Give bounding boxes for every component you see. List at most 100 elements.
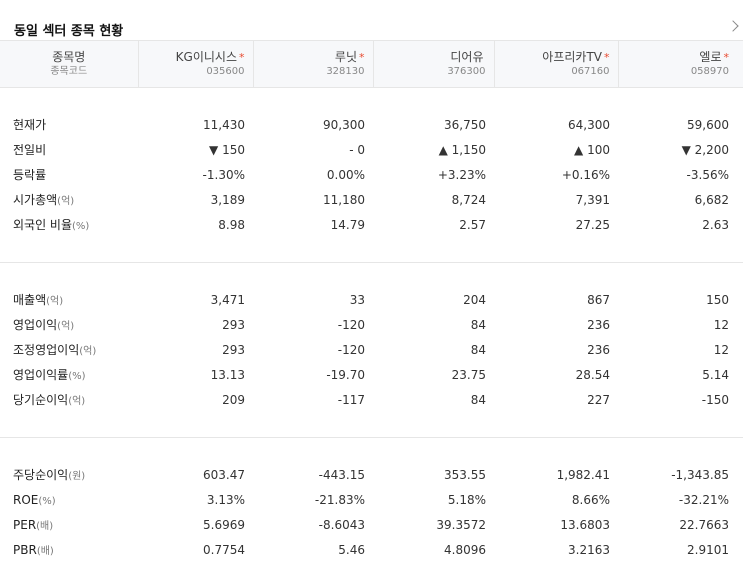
change-rate-value: +3.23% xyxy=(437,167,486,182)
row-value: 39.3572 xyxy=(436,517,486,532)
row-value: 3.2163 xyxy=(568,542,610,557)
header-name-label: 종목명 xyxy=(52,49,86,64)
change-value: ▲ 100 xyxy=(574,142,610,157)
row-value: 4.8096 xyxy=(444,542,486,557)
company-name[interactable]: KG이니시스 xyxy=(175,49,237,64)
row-label: 등락률 xyxy=(13,168,47,182)
row-value: 2.63 xyxy=(702,217,729,232)
company-name[interactable]: 엘로 xyxy=(699,49,722,64)
table-row: PER(배) 5.6969 -8.6043 39.3572 13.6803 22… xyxy=(0,512,743,537)
row-value: -1,343.85 xyxy=(671,467,729,482)
header-code-label: 종목코드 xyxy=(50,65,88,77)
row-label: 당기순이익(억) xyxy=(13,393,86,407)
row-value: 12 xyxy=(713,342,729,357)
row-value: -21.83% xyxy=(314,492,365,507)
row-value: 5.46 xyxy=(338,542,365,557)
table-row: 당기순이익(억) 209 -117 84 227 -150 xyxy=(0,387,743,412)
row-value: 64,300 xyxy=(568,117,610,132)
company-name[interactable]: 루닛 xyxy=(334,49,357,64)
row-value: 150 xyxy=(706,292,729,307)
company-header-4[interactable]: 엘로 * 058970 xyxy=(617,41,743,88)
row-label: 영업이익(억) xyxy=(13,318,75,332)
row-value: 28.54 xyxy=(575,367,610,382)
change-value: ▲ 1,150 xyxy=(438,142,486,157)
row-value: 84 xyxy=(470,392,486,407)
row-value: 5.6969 xyxy=(203,517,245,532)
table-row: 시가총액(억) 3,189 11,180 8,724 7,391 6,682 xyxy=(0,187,743,212)
company-name[interactable]: 디어유 xyxy=(450,49,484,64)
star-icon: * xyxy=(359,50,365,64)
company-name[interactable]: 아프리카TV xyxy=(542,49,602,64)
star-icon: * xyxy=(604,50,610,64)
row-value: 867 xyxy=(587,292,610,307)
table-row: 등락률 -1.30% 0.00% +3.23% +0.16% -3.56% xyxy=(0,162,743,187)
row-label: PER(배) xyxy=(13,518,54,532)
row-value: 236 xyxy=(587,342,610,357)
row-value: -117 xyxy=(337,392,365,407)
price-section: 현재가 11,430 90,300 36,750 64,300 59,600 전… xyxy=(0,87,743,262)
table-row: ROE(%) 3.13% -21.83% 5.18% 8.66% -32.21% xyxy=(0,487,743,512)
change-rate-value: +0.16% xyxy=(561,167,610,182)
star-icon: * xyxy=(239,50,245,64)
row-value: -150 xyxy=(701,392,729,407)
row-value: 236 xyxy=(587,317,610,332)
row-value: 1,982.41 xyxy=(556,467,610,482)
row-value: 227 xyxy=(587,392,610,407)
row-value: 13.13 xyxy=(210,367,245,382)
row-value: 6,682 xyxy=(694,192,729,207)
row-value: 84 xyxy=(470,317,486,332)
row-value: 3,189 xyxy=(210,192,245,207)
row-label: 조정영업이익(억) xyxy=(13,343,97,357)
company-code: 058970 xyxy=(690,65,729,77)
row-value: 603.47 xyxy=(203,467,245,482)
company-code: 067160 xyxy=(571,65,610,77)
row-value: 90,300 xyxy=(323,117,365,132)
row-value: 5.14 xyxy=(702,367,729,382)
row-value: -120 xyxy=(337,317,365,332)
change-value: ▼ 150 xyxy=(209,142,245,157)
row-value: 8.66% xyxy=(571,492,610,507)
row-value: 5.18% xyxy=(447,492,486,507)
table-row: PBR(배) 0.7754 5.46 4.8096 3.2163 2.9101 xyxy=(0,537,743,562)
row-label: PBR(배) xyxy=(13,543,54,557)
row-value: 209 xyxy=(222,392,245,407)
row-value: 293 xyxy=(222,317,245,332)
row-value: 36,750 xyxy=(444,117,486,132)
row-value: 3,471 xyxy=(210,292,245,307)
table-row: 현재가 11,430 90,300 36,750 64,300 59,600 xyxy=(0,112,743,137)
row-label: ROE(%) xyxy=(13,492,56,507)
row-value: 2.9101 xyxy=(687,542,729,557)
row-value: -8.6043 xyxy=(318,517,365,532)
company-header-1[interactable]: 루닛 * 328130 xyxy=(252,41,373,88)
row-label: 영업이익률(%) xyxy=(13,368,86,382)
table-row: 매출액(억) 3,471 33 204 867 150 xyxy=(0,287,743,312)
chevron-right-icon[interactable] xyxy=(727,20,739,32)
company-code: 376300 xyxy=(447,65,486,77)
table-row: 영업이익(억) 293 -120 84 236 12 xyxy=(0,312,743,337)
section-header[interactable]: 동일 섹터 종목 현황 xyxy=(0,0,743,41)
company-code: 035600 xyxy=(206,65,245,77)
table-row: 전일비 ▼ 150 - 0 ▲ 1,150 ▲ 100 ▼ 2,200 xyxy=(0,137,743,162)
change-rate-value: -1.30% xyxy=(202,167,245,182)
row-label: 매출액(억) xyxy=(13,293,64,307)
row-value: 22.7663 xyxy=(679,517,729,532)
row-value: 293 xyxy=(222,342,245,357)
row-value: 353.55 xyxy=(444,467,486,482)
company-header-3[interactable]: 아프리카TV * 067160 xyxy=(493,41,618,88)
table-row: 조정영업이익(억) 293 -120 84 236 12 xyxy=(0,337,743,362)
row-value: 14.79 xyxy=(330,217,365,232)
row-value: 11,180 xyxy=(323,192,365,207)
company-header-2[interactable]: 디어유 376300 xyxy=(372,41,494,88)
valuation-section: 주당순이익(원) 603.47 -443.15 353.55 1,982.41 … xyxy=(0,436,743,562)
star-icon: * xyxy=(723,50,730,64)
company-header-0[interactable]: KG이니시스 * 035600 xyxy=(137,41,253,88)
row-value: 0.7754 xyxy=(203,542,245,557)
row-value: 3.13% xyxy=(206,492,245,507)
change-value: - 0 xyxy=(349,142,365,157)
row-value: 8.98 xyxy=(218,217,245,232)
row-value: 7,391 xyxy=(575,192,610,207)
row-label: 외국인 비율(%) xyxy=(13,218,90,232)
change-rate-value: 0.00% xyxy=(326,167,365,182)
row-value: 11,430 xyxy=(203,117,245,132)
table-row: 외국인 비율(%) 8.98 14.79 2.57 27.25 2.63 xyxy=(0,212,743,237)
